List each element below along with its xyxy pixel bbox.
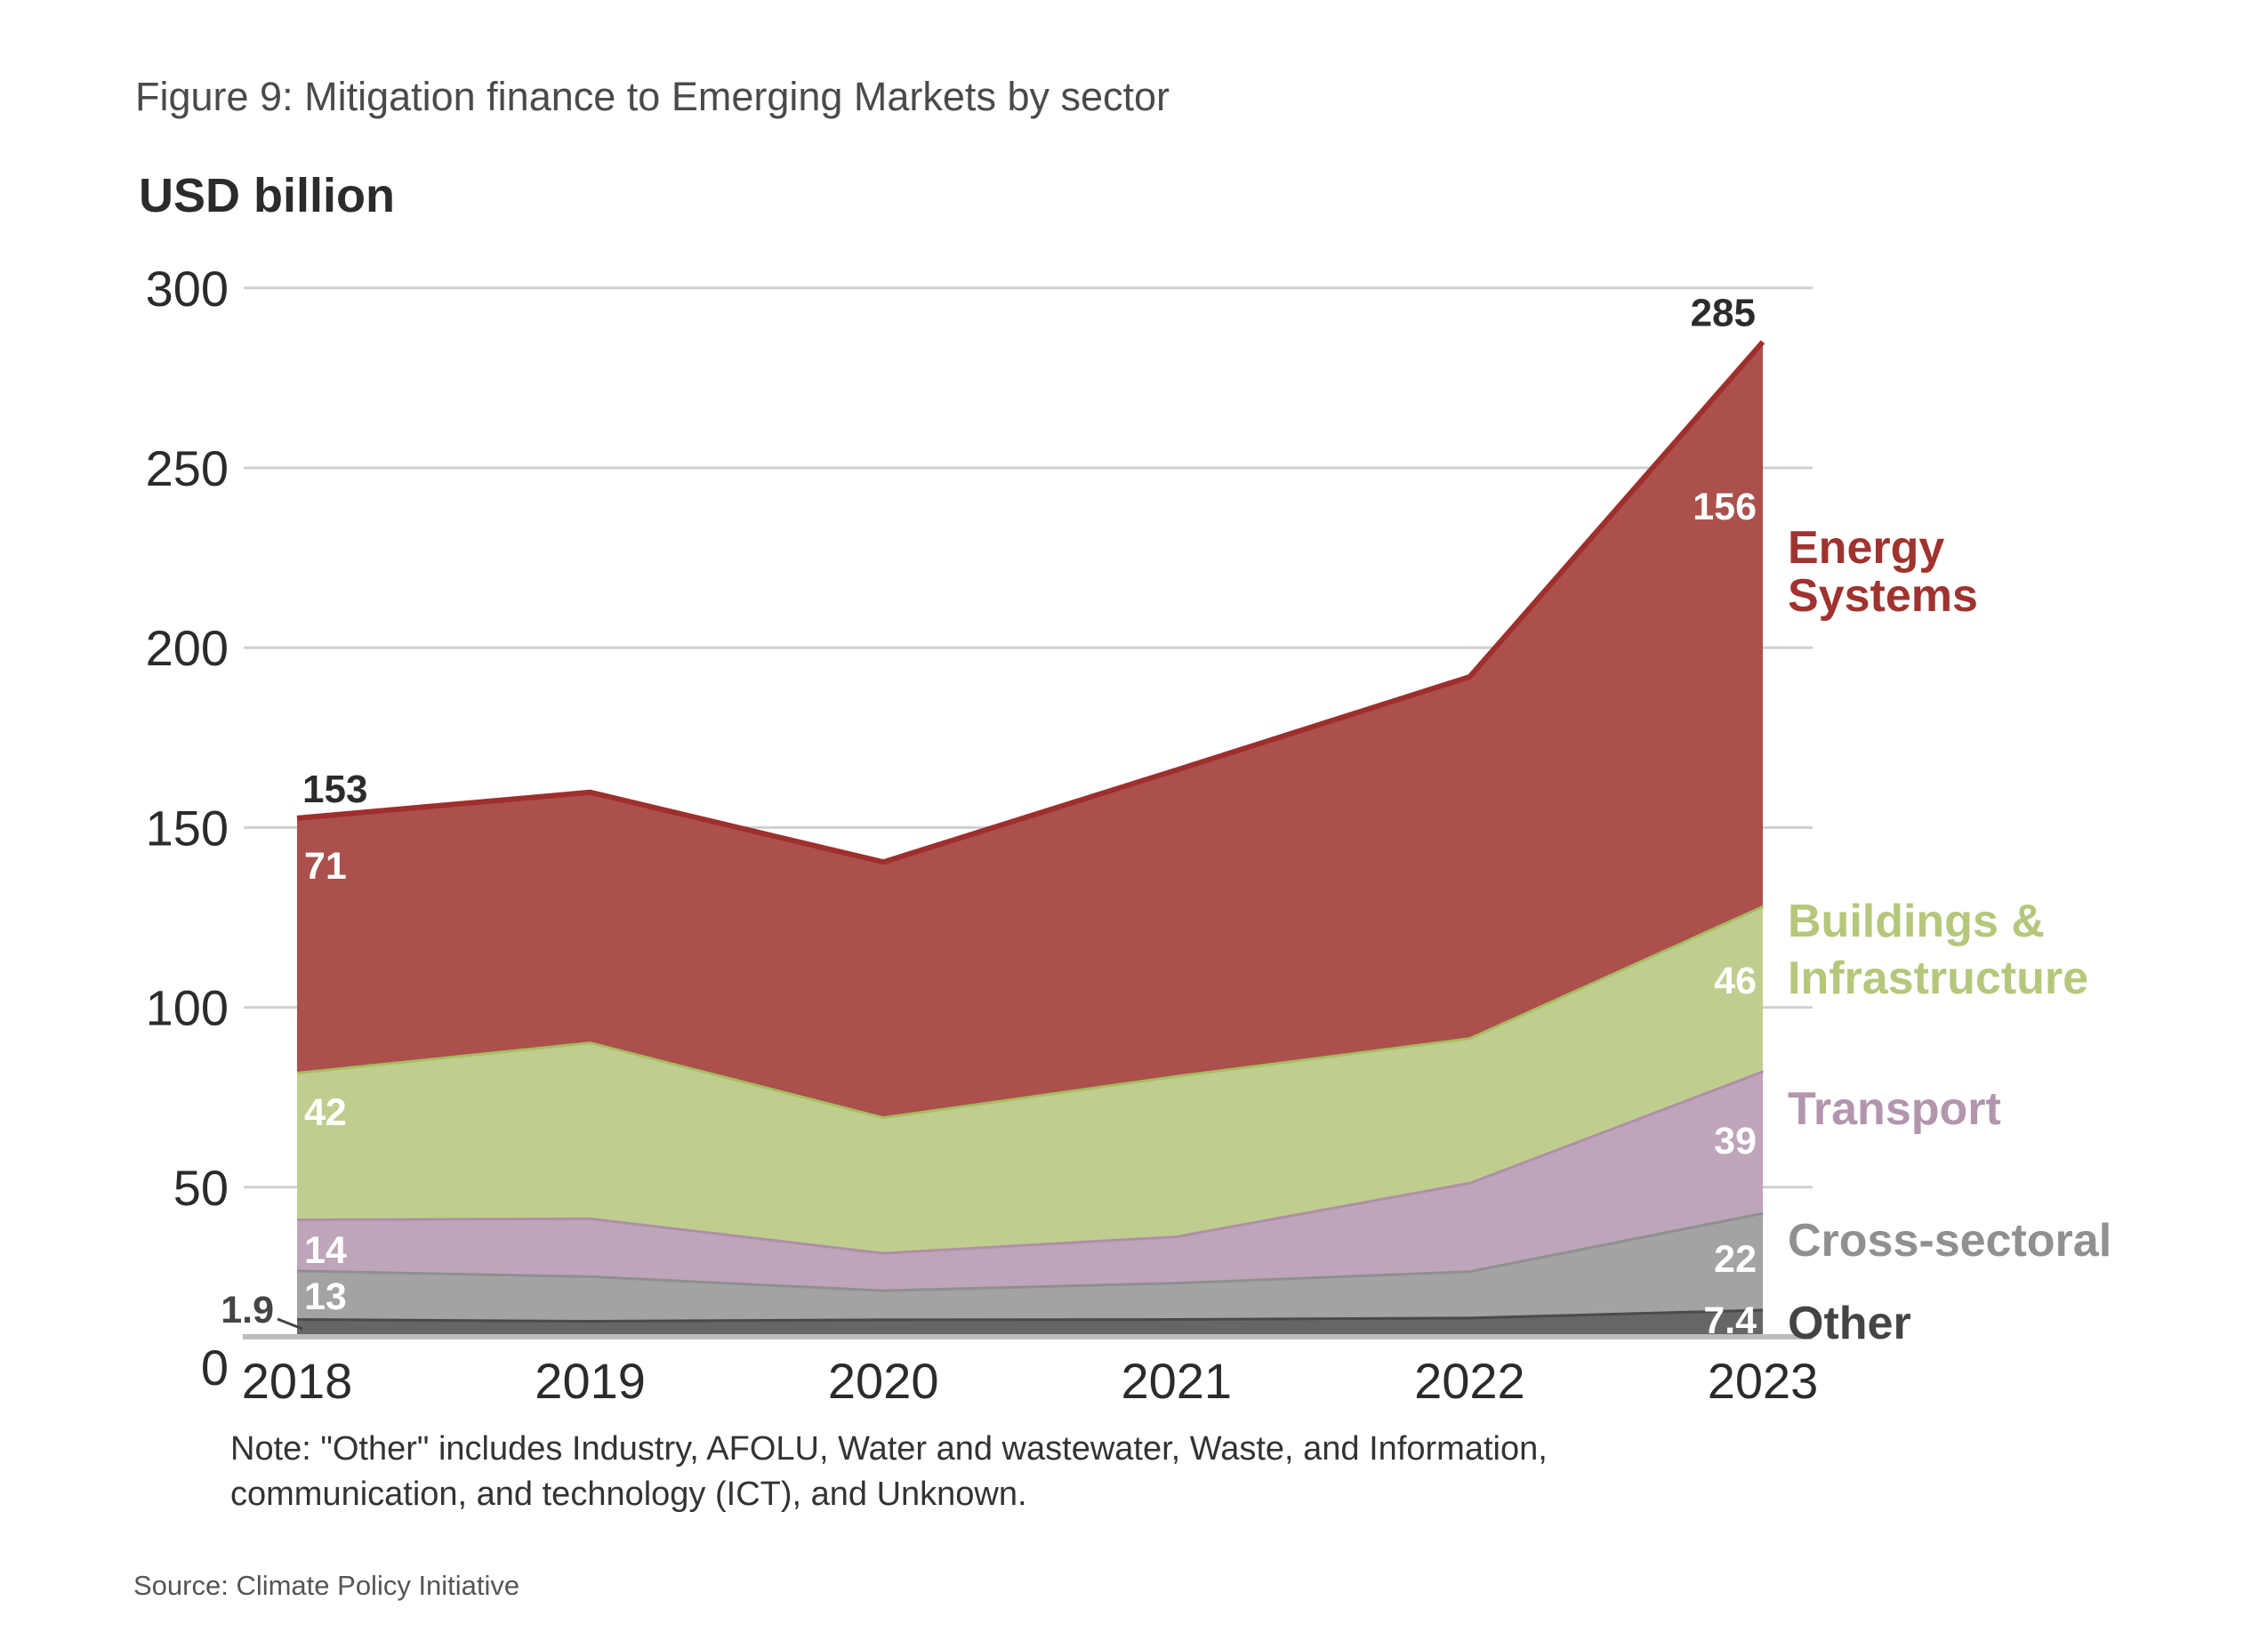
y-tick-label-250: 250 — [146, 440, 229, 496]
note-line-2: communication, and technology (ICT), and… — [230, 1476, 1027, 1513]
y-tick-label-0: 0 — [201, 1339, 229, 1396]
area-transport — [297, 1070, 1763, 1290]
x-tick-label-2022: 2022 — [1414, 1353, 1525, 1409]
series-label-cross-sectoral: Cross-sectoral — [1788, 1215, 2111, 1267]
y-tick-label-50: 50 — [173, 1160, 229, 1216]
data-label-cross-sectoral-2023: 22 — [1714, 1238, 1757, 1281]
x-tick-label-2020: 2020 — [828, 1353, 939, 1409]
series-labels: Other Cross-sectoral Transport Buildings & I… — [1788, 522, 2111, 1349]
y-tick-label-200: 200 — [146, 620, 229, 676]
x-tick-label-2018: 2018 — [242, 1353, 353, 1409]
series-label-energy-systems-line-1: Energy — [1788, 522, 1944, 574]
total-label-2018: 153 — [302, 768, 367, 811]
series-label-transport: Transport — [1788, 1083, 2001, 1135]
y-axis-ticks: 0 50 100 150 200 250 300 — [146, 261, 229, 1396]
x-axis-ticks: 2018 2019 2020 2021 2022 2023 — [242, 1353, 1819, 1409]
y-tick-label-150: 150 — [146, 800, 229, 856]
data-label-transport-2018: 14 — [304, 1229, 347, 1272]
x-tick-label-2019: 2019 — [535, 1353, 646, 1409]
x-tick-label-2021: 2021 — [1122, 1353, 1233, 1409]
area-buildings-and-infrastructure — [297, 905, 1763, 1252]
area-cross-sectoral — [297, 1211, 1763, 1321]
data-label-buildings-and-infrastructure-2018: 42 — [304, 1091, 347, 1134]
data-label-energy-systems-2018: 71 — [304, 845, 347, 888]
series-label-buildings-and-infrastructure-line-1: Buildings & — [1788, 896, 2045, 947]
data-label-buildings-and-infrastructure-2023: 46 — [1714, 960, 1757, 1002]
y-axis-unit-label: USD billion — [139, 169, 395, 222]
x-tick-label-2023: 2023 — [1708, 1353, 1819, 1409]
area-edge-energy-systems — [296, 340, 1765, 865]
y-tick-label-100: 100 — [146, 980, 229, 1036]
source-text: Source: Climate Policy Initiative — [133, 1570, 519, 1601]
data-label-other-2023: 7.4 — [1703, 1299, 1757, 1342]
data-label-transport-2023: 39 — [1714, 1120, 1757, 1162]
data-label-other-2018: 1.9 — [221, 1289, 274, 1331]
area-energy-systems — [297, 342, 1763, 1117]
y-tick-label-300: 300 — [146, 261, 229, 317]
series-label-energy-systems-line-2: Systems — [1788, 570, 1978, 622]
data-label-energy-systems-2023: 156 — [1693, 486, 1757, 528]
chart-title: Figure 9: Mitigation finance to Emerging… — [135, 74, 1170, 119]
series-label-other: Other — [1788, 1298, 1911, 1349]
stacked-areas — [296, 340, 1765, 1338]
data-label-cross-sectoral-2018: 13 — [304, 1275, 347, 1318]
note-line-1: Note: "Other" includes Industry, AFOLU, … — [230, 1430, 1548, 1468]
area-other — [297, 1308, 1763, 1338]
series-label-buildings-and-infrastructure-line-2: Infrastructure — [1788, 953, 2088, 1004]
total-label-2023: 285 — [1691, 291, 1756, 334]
leader-line-other-2018 — [277, 1317, 303, 1331]
